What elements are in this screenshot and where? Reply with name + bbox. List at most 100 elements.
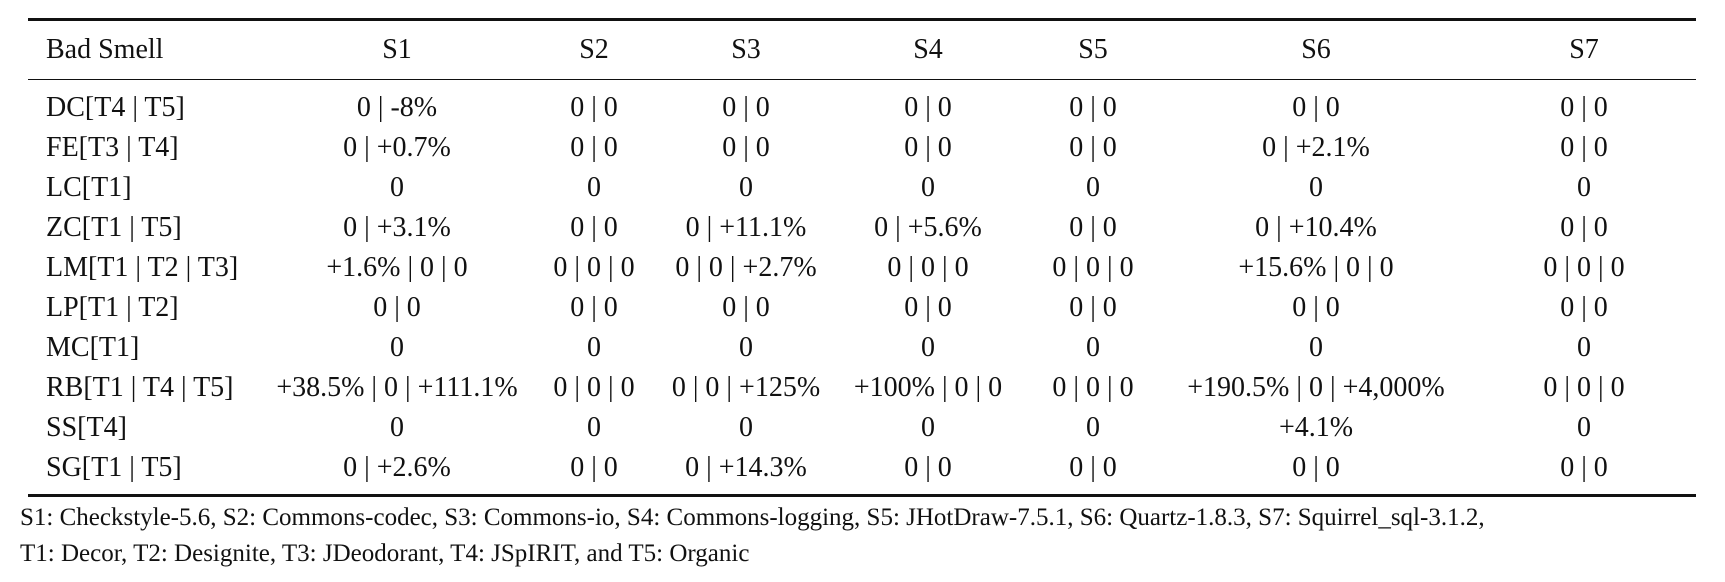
table-cell: 0 [1577, 172, 1591, 203]
table-cell: 0 | 0 [1292, 452, 1340, 483]
table-cell: +4.1% [1278, 412, 1354, 443]
table-cell: 0 | 0 | +125% [671, 372, 821, 403]
table-cell: 0 | +0.7% [343, 132, 451, 163]
table-cell: 0 | +2.1% [1262, 132, 1370, 163]
table-cell: 0 | +3.1% [343, 212, 451, 243]
table-cell: 0 | 0 [1292, 292, 1340, 323]
table-cell: 0 | 0 [570, 132, 618, 163]
table-cell: +190.5% | 0 | +4,000% [1187, 372, 1445, 403]
bad-smell-table: Bad Smell S1 S2 S3 S4 S5 S6 S7 DC[T4 | T… [28, 18, 1696, 497]
table-cell: 0 [587, 412, 601, 443]
table-cell: 0 | 0 [1069, 132, 1117, 163]
table-cell: 0 | 0 [1560, 452, 1608, 483]
table-cell: 0 | 0 [1069, 452, 1117, 483]
table-row: LC[T1] 0 0 0 0 0 0 0 [28, 168, 1696, 208]
footnote-line-2: T1: Decor, T2: Designite, T3: JDeodorant… [20, 540, 750, 567]
table-cell: 0 | 0 [373, 292, 421, 323]
table-cell: 0 [1086, 412, 1100, 443]
table-cell: 0 | -8% [356, 92, 438, 123]
table-cell: 0 [390, 332, 404, 363]
table-cell: +38.5% | 0 | +111.1% [276, 372, 518, 403]
table-cell: 0 | 0 | 0 [1543, 252, 1625, 283]
table-cell: 0 | 0 [904, 132, 952, 163]
table-cell: 0 [739, 332, 753, 363]
row-label: MC[T1] [46, 332, 140, 363]
row-label: LP[T1 | T2] [46, 292, 179, 323]
table-cell: 0 [1086, 172, 1100, 203]
table-cell: 0 [390, 412, 404, 443]
table-cell: 0 | 0 [1560, 292, 1608, 323]
table-cell: 0 [739, 172, 753, 203]
table-cell: 0 [1577, 412, 1591, 443]
table-row: DC[T4 | T5] 0 | -8% 0 | 0 0 | 0 0 | 0 0 … [28, 80, 1696, 129]
table-row: LM[T1 | T2 | T3] +1.6% | 0 | 0 0 | 0 | 0… [28, 248, 1696, 288]
row-label: RB[T1 | T4 | T5] [46, 372, 234, 403]
table-cell: 0 | 0 [904, 292, 952, 323]
table-cell: 0 [921, 332, 935, 363]
table-row: FE[T3 | T4] 0 | +0.7% 0 | 0 0 | 0 0 | 0 … [28, 128, 1696, 168]
table-cell: +1.6% | 0 | 0 [326, 252, 468, 283]
header-s5: S5 [1078, 34, 1108, 65]
table-cell: 0 | +2.6% [343, 452, 451, 483]
table-cell: +15.6% | 0 | 0 [1238, 252, 1394, 283]
table-cell: 0 | 0 | 0 [887, 252, 969, 283]
table-cell: 0 | 0 [1560, 92, 1608, 123]
table-cell: 0 | 0 [1069, 292, 1117, 323]
table-cell: 0 [1309, 332, 1323, 363]
header-s7: S7 [1569, 34, 1599, 65]
table-cell: 0 [390, 172, 404, 203]
table-cell: 0 [1086, 332, 1100, 363]
table-cell: 0 | 0 | +2.7% [675, 252, 817, 283]
table-cell: 0 [1577, 332, 1591, 363]
row-label: SG[T1 | T5] [46, 452, 182, 483]
table-cell: 0 | 0 [1560, 212, 1608, 243]
table-cell: 0 | 0 | 0 [1052, 252, 1134, 283]
table-cell: 0 | 0 [570, 292, 618, 323]
table-row: RB[T1 | T4 | T5] +38.5% | 0 | +111.1% 0 … [28, 368, 1696, 408]
table-cell: 0 | 0 | 0 [1543, 372, 1625, 403]
table-cell: 0 [921, 412, 935, 443]
table-cell: 0 | 0 [1069, 212, 1117, 243]
table-header-row: Bad Smell S1 S2 S3 S4 S5 S6 S7 [28, 19, 1696, 80]
header-s3: S3 [731, 34, 761, 65]
header-s4: S4 [913, 34, 943, 65]
table-cell: +100% | 0 | 0 [853, 372, 1003, 403]
table-cell: 0 | 0 [570, 92, 618, 123]
row-label: DC[T4 | T5] [46, 92, 185, 123]
header-s6: S6 [1301, 34, 1331, 65]
row-label: SS[T4] [46, 412, 127, 443]
table-row: SG[T1 | T5] 0 | +2.6% 0 | 0 0 | +14.3% 0… [28, 448, 1696, 496]
table-cell: 0 [1309, 172, 1323, 203]
table-row: ZC[T1 | T5] 0 | +3.1% 0 | 0 0 | +11.1% 0… [28, 208, 1696, 248]
table-cell: 0 | 0 [904, 92, 952, 123]
row-label: LM[T1 | T2 | T3] [46, 252, 239, 283]
row-label: FE[T3 | T4] [46, 132, 179, 163]
table-cell: 0 | +11.1% [685, 212, 807, 243]
table-cell: 0 | 0 | 0 [553, 252, 635, 283]
table-cell: 0 [587, 172, 601, 203]
table-row: LP[T1 | T2] 0 | 0 0 | 0 0 | 0 0 | 0 0 | … [28, 288, 1696, 328]
table-cell: 0 | 0 [722, 92, 770, 123]
header-s2: S2 [579, 34, 609, 65]
table-cell: 0 | +14.3% [685, 452, 807, 483]
table-cell: 0 [739, 412, 753, 443]
table-cell: 0 | 0 [1292, 92, 1340, 123]
header-bad-smell: Bad Smell [46, 34, 164, 65]
table-footnote: S1: Checkstyle-5.6, S2: Commons-codec, S… [20, 500, 1710, 572]
table-cell: 0 | 0 | 0 [1052, 372, 1134, 403]
footnote-line-1: S1: Checkstyle-5.6, S2: Commons-codec, S… [20, 504, 1485, 531]
table-cell: 0 [921, 172, 935, 203]
table-cell: 0 [587, 332, 601, 363]
header-s1: S1 [382, 34, 412, 65]
row-label: LC[T1] [46, 172, 132, 203]
results-table-container: Bad Smell S1 S2 S3 S4 S5 S6 S7 DC[T4 | T… [28, 18, 1696, 497]
table-cell: 0 | 0 [722, 292, 770, 323]
table-cell: 0 | 0 | 0 [553, 372, 635, 403]
table-cell: 0 | 0 [1069, 92, 1117, 123]
table-row: SS[T4] 0 0 0 0 0 +4.1% 0 [28, 408, 1696, 448]
table-cell: 0 | +5.6% [874, 212, 982, 243]
row-label: ZC[T1 | T5] [46, 212, 182, 243]
table-cell: 0 | 0 [570, 452, 618, 483]
table-cell: 0 | 0 [722, 132, 770, 163]
table-cell: 0 | +10.4% [1255, 212, 1377, 243]
